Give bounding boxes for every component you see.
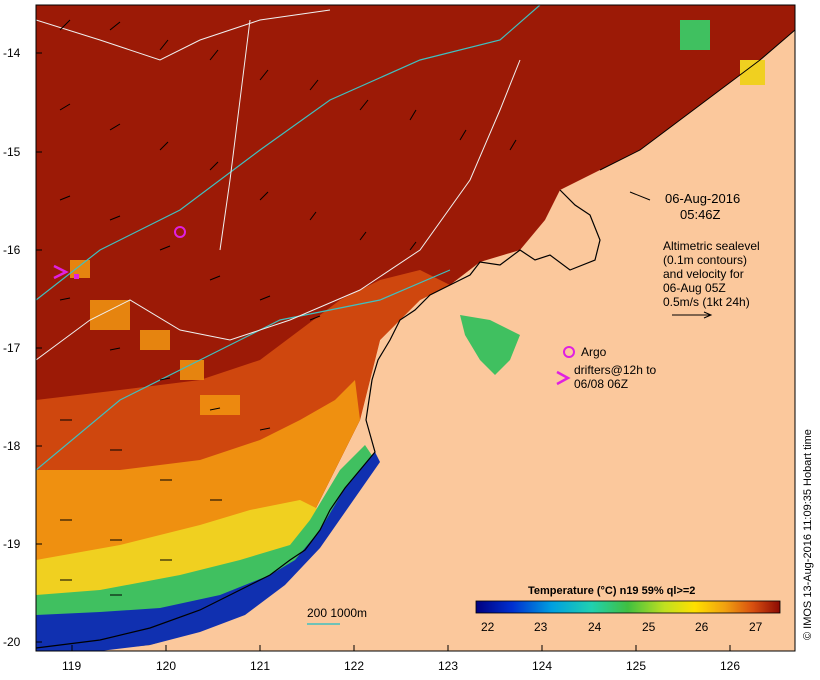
lat-tick: -20	[3, 635, 21, 649]
drifter-marker	[53, 264, 69, 280]
image-date: 06-Aug-2016	[665, 191, 740, 206]
argo-legend-icon	[563, 346, 575, 358]
ne-coast-patches	[680, 20, 765, 85]
argo-legend-label: Argo	[581, 345, 607, 359]
colorbar-tick: 23	[534, 620, 548, 634]
lon-tick: 124	[532, 659, 552, 673]
credit-text: © IMOS 13-Aug-2016 11:09:35 Hobart time	[802, 429, 814, 640]
drifter-dot	[74, 274, 79, 279]
colorbar-tick: 24	[588, 620, 602, 634]
sea-cool	[36, 445, 375, 650]
lon-tick: 125	[626, 659, 646, 673]
coastline	[36, 189, 601, 649]
sea-cold	[36, 452, 380, 651]
lat-tick: -14	[3, 46, 21, 60]
lat-tick: -19	[3, 537, 21, 551]
contour-white-1	[36, 9, 331, 61]
lon-tick: 122	[344, 659, 364, 673]
altimetry-line: 06-Aug 05Z	[663, 281, 726, 295]
drifters-legend-line: 06/08 06Z	[574, 377, 628, 391]
lat-tick: -18	[3, 439, 21, 453]
velocity-scale-arrow	[672, 311, 713, 319]
contour-white-2	[36, 59, 521, 361]
lon-tick: 120	[156, 659, 176, 673]
lat-tick: -15	[3, 145, 21, 159]
argo-float-marker	[174, 226, 186, 238]
map-plot-area	[36, 5, 795, 651]
colorbar: Temperature (°C) n19 59% ql>=2 22 23 24 …	[475, 585, 781, 634]
lat-tick: -17	[3, 341, 21, 355]
colorbar-gradient	[475, 600, 781, 614]
altimetry-line: Altimetric sealevel	[663, 239, 760, 253]
lon-tick: 121	[250, 659, 270, 673]
colorbar-tick: 25	[642, 620, 656, 634]
colorbar-title: Temperature (°C) n19 59% ql>=2	[528, 585, 695, 597]
colorbar-tick: 26	[695, 620, 709, 634]
plot-frame	[35, 4, 796, 652]
lat-tick: -16	[3, 243, 21, 257]
bay-green	[460, 315, 520, 375]
drifters-legend-line: drifters@12h to	[574, 363, 657, 377]
lon-tick: 126	[720, 659, 740, 673]
contour-white-3	[219, 19, 251, 251]
lon-tick: 119	[62, 659, 81, 673]
altimetry-line: (0.1m contours)	[663, 253, 747, 267]
colorbar-tick: 27	[749, 620, 763, 634]
lat-axis: -14 -15 -16 -17 -18 -19 -20	[3, 46, 42, 649]
coastline-ne	[599, 29, 795, 171]
lon-axis: 119 120 121 122 123 124 125 126	[62, 645, 740, 673]
image-time: 05:46Z	[680, 207, 721, 222]
altimetry-line: and velocity for	[663, 267, 744, 281]
drifter-legend-icon	[556, 370, 571, 386]
depth-legend-label: 200 1000m	[307, 606, 367, 620]
colorbar-tick: 22	[481, 620, 495, 634]
sst-patches	[70, 260, 240, 415]
lon-tick: 123	[438, 659, 458, 673]
contour-cyan-1	[36, 5, 541, 301]
contour-cyan-2	[36, 269, 451, 471]
altimetry-line: 0.5m/s (1kt 24h)	[663, 295, 750, 309]
timestamp-leader	[629, 191, 651, 201]
velocity-arrows	[59, 19, 517, 596]
